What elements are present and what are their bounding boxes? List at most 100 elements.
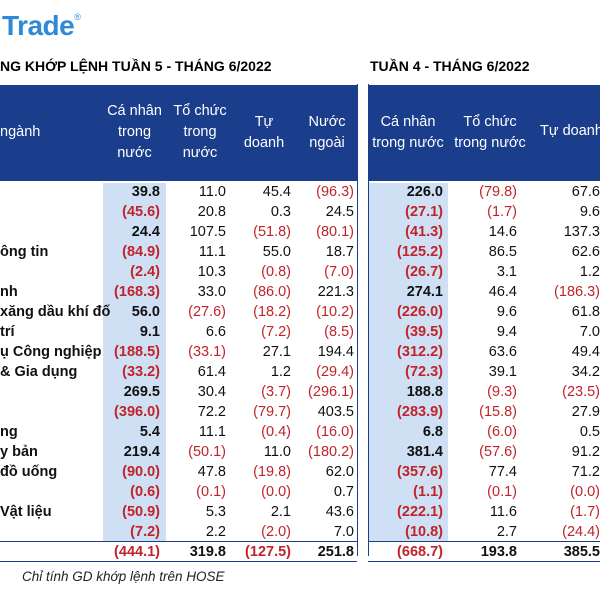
week4-cell: (79.8)	[479, 184, 517, 200]
week5-cell: 221.3	[317, 284, 354, 300]
week5-cell: 5.4	[139, 424, 160, 440]
week4-cell: 2.7	[496, 524, 517, 540]
week4-cell: 63.6	[488, 344, 517, 360]
week5-cell: (2.4)	[130, 264, 160, 280]
week4-cell: (357.6)	[397, 464, 443, 480]
sector-label: y bản	[0, 444, 38, 460]
week4-cell: 381.4	[406, 444, 443, 460]
week5-cell: 7.0	[333, 524, 354, 540]
right-header-1: Tổ chức trong nước	[454, 114, 526, 151]
left-header-panel	[0, 85, 357, 181]
week4-cell: (1.1)	[413, 484, 443, 500]
week5-cell: (3.7)	[261, 384, 291, 400]
week4-cell: 9.6	[496, 304, 517, 320]
week4-cell: 11.6	[489, 504, 517, 520]
sector-label: ông tin	[0, 244, 49, 260]
week4-cell: 39.1	[488, 364, 517, 380]
week4-cell: 62.6	[571, 244, 600, 260]
left-header-3: Tự doanh	[243, 114, 285, 151]
week5-cell: 1.2	[270, 364, 291, 380]
week5-cell: 11.0	[263, 444, 291, 460]
right-total-line-top	[368, 541, 600, 542]
week4-cell: 6.8	[422, 424, 443, 440]
week4-cell: 49.4	[571, 344, 600, 360]
week5-cell: 62.0	[325, 464, 354, 480]
week5-total-cell: (127.5)	[245, 544, 291, 560]
week4-cell: (39.5)	[405, 324, 443, 340]
sector-label: ng	[0, 424, 18, 440]
week5-cell: (19.8)	[253, 464, 291, 480]
week5-cell: 56.0	[131, 304, 160, 320]
week4-cell: 46.4	[488, 284, 517, 300]
week4-cell: 1.2	[579, 264, 600, 280]
week5-cell: 27.1	[262, 344, 291, 360]
week5-cell: (168.3)	[114, 284, 160, 300]
sector-label: trí	[0, 324, 15, 340]
week5-cell: 2.2	[205, 524, 226, 540]
week5-cell: (50.9)	[122, 504, 160, 520]
week4-cell: (0.1)	[487, 484, 517, 500]
week4-cell: 34.2	[571, 364, 600, 380]
week5-cell: 24.4	[131, 224, 160, 240]
left-highlight-column	[103, 183, 166, 541]
week5-cell: (188.5)	[114, 344, 160, 360]
week5-cell: 18.7	[325, 244, 354, 260]
week5-cell: 0.7	[333, 484, 354, 500]
week4-cell: 86.5	[488, 244, 517, 260]
week5-cell: 45.4	[262, 184, 291, 200]
right-header-0: Cá nhân trong nước	[372, 114, 444, 151]
week4-total-cell: (668.7)	[397, 544, 443, 560]
week5-cell: 43.6	[325, 504, 354, 520]
week5-cell: (8.5)	[324, 324, 354, 340]
week4-cell: (24.4)	[562, 524, 600, 540]
week5-cell: (396.0)	[114, 404, 160, 420]
week5-cell: (33.2)	[122, 364, 160, 380]
sector-label: nh	[0, 284, 18, 300]
registered-mark: ®	[74, 12, 81, 22]
week4-cell: (57.6)	[479, 444, 517, 460]
sector-label: Vật liệu	[0, 504, 52, 520]
week4-cell: (6.0)	[487, 424, 517, 440]
week4-total-cell: 385.5	[563, 544, 600, 560]
week4-cell: (41.3)	[405, 224, 443, 240]
week4-cell: 7.0	[579, 324, 600, 340]
week5-cell: (0.6)	[130, 484, 160, 500]
week5-cell: (0.1)	[196, 484, 226, 500]
week4-cell: 9.6	[579, 204, 600, 220]
left-header-1: Cá nhân trong nước	[107, 103, 162, 161]
week4-cell: 67.6	[571, 184, 600, 200]
week4-cell: (72.3)	[405, 364, 443, 380]
week5-cell: (16.0)	[316, 424, 354, 440]
week5-total-cell: (444.1)	[114, 544, 160, 560]
week5-cell: 30.4	[197, 384, 226, 400]
week4-cell: (222.1)	[397, 504, 443, 520]
footnote: Chỉ tính GD khớp lệnh trên HOSE	[22, 569, 225, 584]
week4-cell: 3.1	[496, 264, 517, 280]
week5-cell: 219.4	[123, 444, 160, 460]
week4-cell: 77.4	[488, 464, 517, 480]
week4-cell: 274.1	[406, 284, 443, 300]
week5-cell: 107.5	[189, 224, 226, 240]
week5-cell: (96.3)	[316, 184, 354, 200]
week5-cell: (29.4)	[316, 364, 354, 380]
sector-label: ụ Công nghiệp	[0, 344, 102, 360]
week5-cell: (79.7)	[253, 404, 291, 420]
week5-total-cell: 251.8	[317, 544, 354, 560]
week5-cell: (7.2)	[130, 524, 160, 540]
left-total-line-bottom	[0, 561, 357, 562]
right-table-border	[368, 84, 369, 556]
right-total-line-bottom	[368, 561, 600, 562]
sector-label: xăng dầu khí đố	[0, 304, 111, 320]
week5-cell: 0.3	[270, 204, 291, 220]
week5-cell: (86.0)	[253, 284, 291, 300]
week4-cell: 27.9	[571, 404, 600, 420]
week4-cell: 0.5	[579, 424, 600, 440]
week5-cell: 269.5	[123, 384, 160, 400]
week4-cell: 9.4	[496, 324, 517, 340]
week5-cell: (10.2)	[316, 304, 354, 320]
left-total-line-top	[0, 541, 357, 542]
week4-cell: 91.2	[571, 444, 600, 460]
week4-cell: (23.5)	[562, 384, 600, 400]
week5-cell: (2.0)	[261, 524, 291, 540]
week5-cell: (45.6)	[122, 204, 160, 220]
